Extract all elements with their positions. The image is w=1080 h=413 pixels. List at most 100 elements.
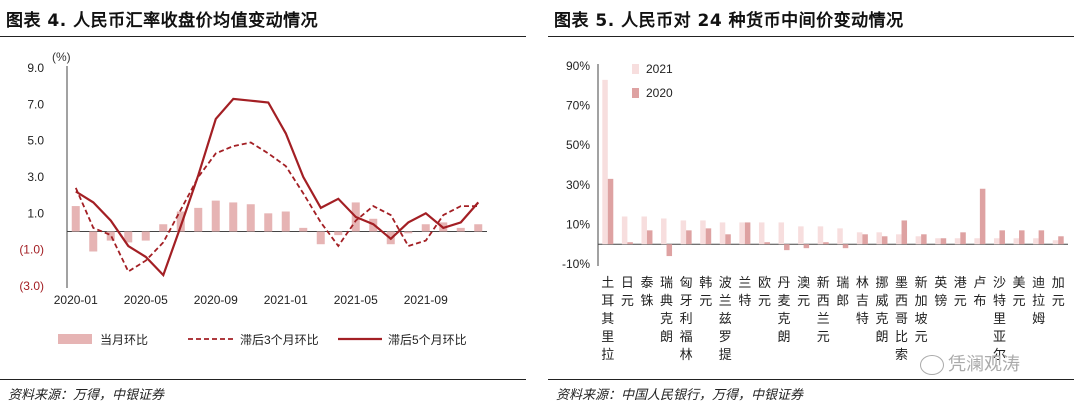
right-category-label-char: 西: [817, 293, 830, 308]
right-category-label-char: 特: [856, 311, 869, 326]
right-category-label-char: 元: [758, 293, 771, 308]
left-y-tick-label: 1.0: [27, 206, 44, 220]
right-category-label-char: 元: [817, 329, 830, 344]
right-category-label-char: 里: [601, 329, 614, 344]
right-y-tick-label: 70%: [566, 99, 590, 113]
right-chart-title: 图表 5. 人民币对 24 种货币中间价变动情况: [554, 11, 904, 31]
right-category-label-char: 耳: [601, 293, 614, 308]
right-bottom-rule: [548, 379, 1074, 380]
right-bar-2021: [778, 222, 785, 245]
right-category-label-char: 墨: [895, 275, 908, 290]
right-category-label-char: 克: [660, 311, 673, 326]
right-bar-2021: [602, 79, 608, 245]
right-category-label-char: 匈: [680, 275, 693, 290]
left-legend-label-lag5: 滞后5个月环比: [388, 333, 467, 347]
right-bar-2020: [627, 242, 633, 245]
right-bar-2021: [758, 222, 765, 245]
right-category-label-char: 元: [915, 329, 928, 344]
left-source: 资料来源：万得，中银证券: [8, 388, 165, 403]
left-x-tick-label: 2020-09: [194, 293, 238, 307]
left-bar: [106, 231, 115, 241]
right-category-label-char: 迪: [1032, 275, 1045, 290]
right-category-label-char: 麦: [778, 293, 791, 308]
left-bar: [89, 231, 98, 252]
right-legend-label-2021: 2021: [646, 62, 673, 76]
right-category-label-char: 波: [719, 275, 732, 290]
right-category-label-char: 泰: [640, 275, 653, 290]
wechat-icon: [920, 355, 944, 375]
right-bar-2021: [700, 220, 706, 245]
right-category-label-char: 英: [934, 275, 947, 290]
right-category-label-char: 元: [1013, 293, 1026, 308]
left-y-tick-label: (1.0): [19, 243, 44, 257]
left-chart-panel: 图表 4. 人民币汇率收盘价均值变动情况 (%) 9.0 7.0 5.0 3.0 1.0(…: [0, 0, 532, 413]
left-x-tick-label: 2021-05: [334, 293, 378, 307]
right-bar-2021: [856, 232, 863, 245]
left-top-rule: [0, 36, 526, 37]
left-bar: [176, 211, 185, 232]
right-category-label-char: 姆: [1032, 311, 1045, 326]
right-category-label-char: 林: [680, 347, 693, 362]
right-y-tick-label: 10%: [566, 217, 590, 231]
left-bar: [474, 224, 483, 232]
right-category-label-char: 尔: [993, 347, 1006, 362]
right-category-label-char: 加: [915, 293, 928, 308]
right-bar-2020: [979, 188, 986, 245]
left-bar: [316, 231, 325, 245]
right-category-label-char: 兰: [817, 311, 830, 326]
left-y-tick-label: 9.0: [27, 61, 44, 75]
right-category-label-char: 特: [738, 293, 751, 308]
right-legend-swatch-2021: [632, 64, 639, 74]
right-bar-2020: [823, 242, 829, 245]
right-bar-2020: [764, 242, 770, 245]
left-bottom-rule: [0, 379, 526, 380]
right-category-label-char: 亚: [993, 329, 1006, 344]
right-bar-2020: [881, 236, 888, 245]
right-category-label-char: 新: [817, 275, 830, 290]
right-category-label-char: 朗: [875, 329, 888, 344]
right-category-label-char: 朗: [660, 329, 673, 344]
right-category-label-char: 美: [1013, 275, 1026, 290]
right-category-label-char: 索: [895, 347, 908, 362]
right-bar-2021: [680, 220, 687, 245]
right-bar-2021: [896, 234, 902, 245]
right-category-label-char: 利: [680, 311, 693, 326]
right-bar-2020: [784, 244, 790, 251]
right-bar-2020: [960, 232, 966, 245]
left-x-tick-label: 2020-05: [124, 293, 168, 307]
right-category-label-char: 福: [680, 329, 693, 344]
right-chart: 90%70%50%30%10%-10%20212020土耳其里拉日元泰铢瑞典克朗…: [562, 59, 1068, 362]
right-category-label-char: 挪: [875, 275, 888, 290]
right-top-rule: [548, 36, 1074, 37]
right-category-label-char: 丹: [778, 275, 791, 290]
right-category-label-char: 加: [1052, 275, 1065, 290]
right-category-label-char: 特: [993, 293, 1006, 308]
right-category-label-char: 澳: [797, 275, 810, 290]
right-y-tick-label: 30%: [566, 178, 590, 192]
left-bar: [124, 231, 133, 243]
right-category-label-char: 港: [954, 275, 967, 290]
right-category-label-char: 吉: [856, 293, 869, 308]
left-y-tick-label: (3.0): [19, 279, 44, 293]
right-chart-panel: 图表 5. 人民币对 24 种货币中间价变动情况 90% 70% 50% 30% 10%…: [548, 0, 1080, 413]
left-bar: [299, 227, 308, 232]
left-x-tick-label: 2021-09: [404, 293, 448, 307]
right-category-label-char: 克: [778, 311, 791, 326]
right-bar-2020: [646, 230, 653, 245]
right-category-label-char: 新: [915, 275, 928, 290]
right-category-label-char: 兰: [719, 293, 732, 308]
right-category-label-char: 兹: [719, 311, 732, 326]
right-category-label-char: 提: [719, 347, 732, 362]
right-category-label-char: 典: [660, 293, 673, 308]
right-category-label-char: 拉: [601, 347, 614, 362]
right-category-label-char: 朗: [778, 329, 791, 344]
left-bar: [421, 224, 430, 232]
left-legend-swatch-bars: [58, 334, 92, 344]
right-category-label-char: 镑: [934, 293, 947, 308]
left-bar: [194, 207, 203, 232]
right-category-label-char: 里: [993, 311, 1006, 326]
left-bar: [264, 213, 273, 232]
left-legend-label-lag3: 滞后3个月环比: [240, 333, 319, 347]
right-bar-2020: [1058, 236, 1064, 245]
right-category-label-char: 韩: [699, 275, 712, 290]
